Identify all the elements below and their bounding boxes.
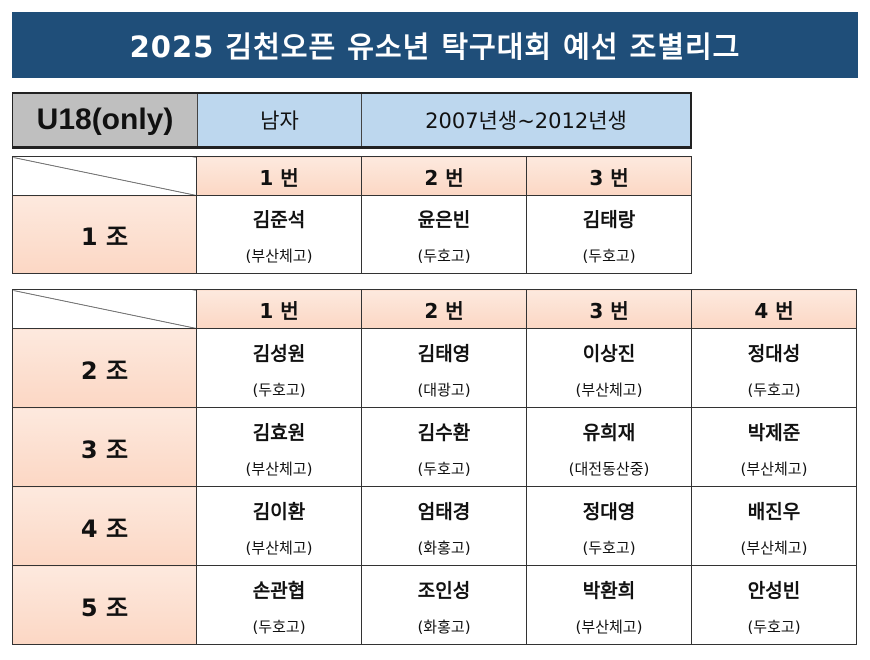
age-category: U18(only) bbox=[13, 94, 198, 146]
player-school: (대전동산중) bbox=[568, 459, 650, 478]
slot-header: 4 번 bbox=[691, 289, 857, 329]
player-cell: 정대영 (두호고) bbox=[526, 486, 692, 566]
slot-header: 3 번 bbox=[526, 289, 692, 329]
player-school: (부산체고) bbox=[575, 380, 643, 399]
player-school: (두호고) bbox=[252, 380, 306, 399]
player-cell: 박제준 (부산체고) bbox=[691, 407, 857, 487]
player-name: 김수환 bbox=[417, 421, 471, 444]
group-name: 5 조 bbox=[12, 565, 197, 645]
player-cell: 유희재 (대전동산중) bbox=[526, 407, 692, 487]
player-school: (두호고) bbox=[582, 538, 636, 557]
group-row: 1 조 김준석 (부산체고) 윤은빈 (두호고) 김태랑 (두호고) bbox=[12, 195, 692, 274]
player-school: (부산체고) bbox=[740, 538, 808, 557]
player-school: (부산체고) bbox=[740, 459, 808, 478]
player-name: 김효원 bbox=[252, 421, 306, 444]
player-name: 김성원 bbox=[252, 342, 306, 365]
player-name: 윤은빈 bbox=[417, 209, 471, 231]
player-cell: 김태영 (대광고) bbox=[361, 328, 527, 408]
slot-header: 1 번 bbox=[196, 156, 362, 196]
player-school: (두호고) bbox=[417, 247, 471, 265]
player-name: 김준석 bbox=[252, 209, 306, 231]
player-school: (부산체고) bbox=[245, 247, 313, 265]
corner-cell bbox=[12, 289, 197, 329]
player-cell: 김태랑 (두호고) bbox=[526, 195, 692, 274]
player-cell: 정대성 (두호고) bbox=[691, 328, 857, 408]
group-row: 5 조 손관협 (두호고) 조인성 (화홍고) 박환희 (부산체고) 안성빈 (두호고) bbox=[12, 565, 857, 645]
player-cell: 엄태경 (화홍고) bbox=[361, 486, 527, 566]
gender-label: 남자 bbox=[198, 94, 362, 146]
player-cell: 안성빈 (두호고) bbox=[691, 565, 857, 645]
player-school: (두호고) bbox=[417, 459, 471, 478]
player-name: 김이환 bbox=[252, 500, 306, 523]
player-school: (두호고) bbox=[747, 617, 801, 636]
player-name: 배진우 bbox=[747, 500, 801, 523]
group-table-1: 1 번 2 번 3 번 1 조 김준석 (부산체고) 윤은빈 (두호고) 김태랑 (두… bbox=[12, 156, 692, 274]
player-school: (두호고) bbox=[747, 380, 801, 399]
group-name: 2 조 bbox=[12, 328, 197, 408]
player-name: 김태랑 bbox=[582, 209, 636, 231]
player-cell: 김수환 (두호고) bbox=[361, 407, 527, 487]
slot-header: 1 번 bbox=[196, 289, 362, 329]
corner-cell bbox=[12, 156, 197, 196]
player-cell: 윤은빈 (두호고) bbox=[361, 195, 527, 274]
player-cell: 손관협 (두호고) bbox=[196, 565, 362, 645]
group-table-2: 1 번 2 번 3 번 4 번 2 조 김성원 (두호고) 김태영 (대광고) 이상… bbox=[12, 289, 857, 645]
player-cell: 조인성 (화홍고) bbox=[361, 565, 527, 645]
birth-year-range: 2007년생~2012년생 bbox=[362, 94, 692, 146]
player-school: (두호고) bbox=[252, 617, 306, 636]
player-cell: 김이환 (부산체고) bbox=[196, 486, 362, 566]
slot-header: 2 번 bbox=[361, 289, 527, 329]
player-name: 유희재 bbox=[582, 421, 636, 444]
group-row: 4 조 김이환 (부산체고) 엄태경 (화홍고) 정대영 (두호고) 배진우 (부산체고… bbox=[12, 486, 857, 566]
player-cell: 박환희 (부산체고) bbox=[526, 565, 692, 645]
slot-header: 3 번 bbox=[526, 156, 692, 196]
page-title: 2025 김천오픈 유소년 탁구대회 예선 조별리그 bbox=[12, 12, 858, 78]
player-cell: 김성원 (두호고) bbox=[196, 328, 362, 408]
player-school: (부산체고) bbox=[245, 459, 313, 478]
player-name: 엄태경 bbox=[417, 500, 471, 523]
player-cell: 김준석 (부산체고) bbox=[196, 195, 362, 274]
player-name: 정대성 bbox=[747, 342, 801, 365]
player-name: 김태영 bbox=[417, 342, 471, 365]
player-cell: 배진우 (부산체고) bbox=[691, 486, 857, 566]
group-name: 1 조 bbox=[12, 195, 197, 274]
player-name: 정대영 bbox=[582, 500, 636, 523]
player-cell: 김효원 (부산체고) bbox=[196, 407, 362, 487]
player-name: 조인성 bbox=[417, 579, 471, 602]
player-name: 이상진 bbox=[582, 342, 636, 365]
category-info-bar: U18(only) 남자 2007년생~2012년생 bbox=[12, 92, 692, 149]
player-school: (화홍고) bbox=[417, 617, 471, 636]
player-school: (두호고) bbox=[582, 247, 636, 265]
player-school: (부산체고) bbox=[575, 617, 643, 636]
slot-header: 2 번 bbox=[361, 156, 527, 196]
player-school: (부산체고) bbox=[245, 538, 313, 557]
player-name: 손관협 bbox=[252, 579, 306, 602]
player-name: 안성빈 bbox=[747, 579, 801, 602]
group-name: 4 조 bbox=[12, 486, 197, 566]
player-cell: 이상진 (부산체고) bbox=[526, 328, 692, 408]
player-school: (화홍고) bbox=[417, 538, 471, 557]
group-row: 3 조 김효원 (부산체고) 김수환 (두호고) 유희재 (대전동산중) 박제준 (부산… bbox=[12, 407, 857, 487]
group-row: 2 조 김성원 (두호고) 김태영 (대광고) 이상진 (부산체고) 정대성 (두호고) bbox=[12, 328, 857, 408]
player-name: 박환희 bbox=[582, 579, 636, 602]
player-name: 박제준 bbox=[747, 421, 801, 444]
group-name: 3 조 bbox=[12, 407, 197, 487]
player-school: (대광고) bbox=[417, 380, 471, 399]
